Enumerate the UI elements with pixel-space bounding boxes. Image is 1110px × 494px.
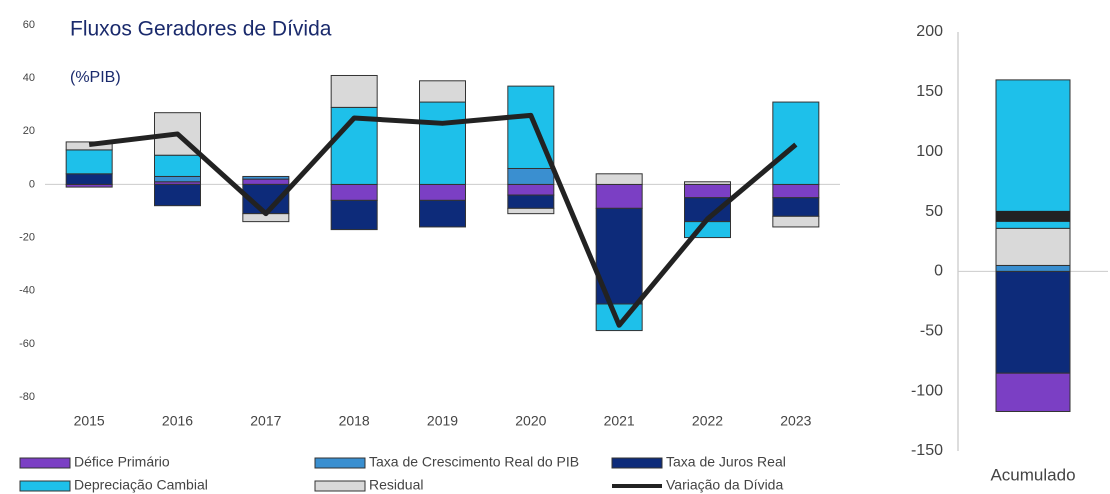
bar-segment	[330, 183, 378, 201]
legend-label: Depreciação Cambial	[74, 477, 208, 493]
bar-segment	[330, 74, 378, 108]
x-tick-label: 2015	[74, 413, 105, 429]
bar-segment	[595, 173, 643, 185]
bar-segment	[772, 215, 820, 228]
bar-segment	[419, 80, 466, 103]
bar-segment	[995, 264, 1071, 272]
x-tick-label: 2016	[162, 413, 193, 429]
x-tick-label: 2023	[780, 413, 811, 429]
bar-segment	[419, 183, 466, 201]
y-tick-label: -100	[911, 382, 943, 399]
line	[88, 112, 798, 328]
y-tick-label: 100	[916, 143, 943, 160]
bar-segment	[595, 183, 643, 209]
y-tick-label: 200	[916, 23, 943, 40]
x-tick-label: 2017	[250, 413, 281, 429]
bar-segment	[154, 175, 201, 183]
y-tick-label: 60	[23, 19, 35, 31]
x-tick-label: Acumulado	[990, 465, 1075, 484]
y-tick-label: -20	[19, 231, 35, 243]
x-tick-label: 2021	[604, 413, 635, 429]
legend-swatch	[314, 457, 366, 469]
x-tick-label: 2019	[427, 413, 458, 429]
bar-segment	[772, 183, 820, 199]
bar-segment	[507, 167, 555, 185]
legend-swatch	[314, 480, 366, 492]
y-tick-label: 50	[925, 203, 943, 220]
bar-segment	[995, 79, 1071, 229]
legend-label: Défice Primário	[74, 454, 170, 470]
legend-swatch	[19, 480, 71, 492]
y-tick-label: -80	[19, 391, 35, 403]
legend-label: Taxa de Juros Real	[666, 454, 786, 470]
y-tick-label: -40	[19, 285, 35, 297]
legend-label: Taxa de Crescimento Real do PIB	[369, 454, 579, 470]
bar-segment	[419, 199, 466, 228]
y-tick-label: -50	[920, 323, 943, 340]
bar-segment	[507, 207, 555, 215]
y-tick-label: 20	[23, 125, 35, 137]
bar-segment	[995, 227, 1071, 266]
bar-segment	[242, 178, 290, 185]
y-tick-label: 150	[916, 83, 943, 100]
bar-segment	[772, 101, 820, 185]
legend-label: Residual	[369, 477, 423, 493]
x-tick-label: 2022	[692, 413, 723, 429]
chart-subtitle: (%PIB)	[70, 69, 121, 86]
bar-segment	[995, 270, 1071, 374]
bar-segment	[684, 183, 731, 199]
y-tick-label: 0	[934, 263, 943, 280]
bar-segment	[684, 181, 731, 185]
bar-segment	[507, 183, 555, 196]
y-tick-label: -60	[19, 338, 35, 350]
x-tick-label: 2018	[339, 413, 370, 429]
y-tick-label: 0	[29, 178, 35, 190]
legend-swatch	[19, 457, 71, 469]
y-tick-label: 40	[23, 72, 35, 84]
bar-segment	[65, 173, 113, 185]
bar-segment	[507, 194, 555, 209]
bar-segment	[419, 101, 466, 185]
bar-segment	[65, 141, 113, 151]
bar-segment	[65, 149, 113, 175]
bar-segment	[154, 183, 201, 207]
legend-label: Variação da Dívida	[666, 477, 783, 493]
bar-segment	[330, 199, 378, 231]
bar-segment	[995, 372, 1071, 412]
bar-segment	[772, 197, 820, 217]
x-tick-label: 2020	[515, 413, 546, 429]
chart-title: Fluxos Geradores de Dívida	[70, 18, 332, 41]
y-tick-label: -150	[911, 442, 943, 459]
legend-swatch	[611, 457, 663, 469]
bar-segment	[154, 154, 201, 177]
bar-segment	[242, 175, 290, 180]
